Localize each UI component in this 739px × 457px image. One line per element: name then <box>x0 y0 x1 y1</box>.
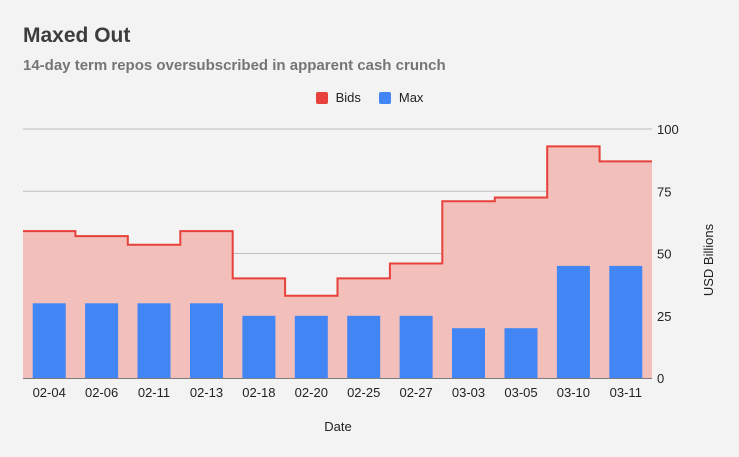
bids-area-fill <box>23 146 652 378</box>
x-tick-label: 03-10 <box>557 385 590 400</box>
y-tick-label: 50 <box>657 247 671 262</box>
chart-title: Maxed Out <box>23 24 131 47</box>
legend-swatch-bids <box>315 91 328 104</box>
bar-max-02-20[interactable] <box>294 315 328 379</box>
y-axis-ticks: 0 25 50 75 100 <box>657 122 679 386</box>
bar-max-02-04[interactable] <box>32 303 66 378</box>
bar-max-02-25[interactable] <box>347 315 381 379</box>
x-tick-label: 02-11 <box>138 385 170 400</box>
x-tick-label: 02-18 <box>242 385 275 400</box>
x-tick-label: 02-20 <box>295 385 328 400</box>
y-tick-label: 0 <box>657 371 664 386</box>
bar-max-02-18[interactable] <box>242 315 276 379</box>
y-tick-label: 25 <box>657 309 671 324</box>
bar-max-03-10[interactable] <box>556 265 590 378</box>
legend-item-max[interactable]: Max <box>378 90 424 105</box>
x-tick-label: 03-05 <box>504 385 537 400</box>
legend-item-bids[interactable]: Bids <box>315 90 361 105</box>
bar-max-02-13[interactable] <box>190 303 223 378</box>
chart-legend: Bids Max <box>0 90 739 105</box>
y-tick-label: 75 <box>657 184 671 199</box>
bar-max-03-03[interactable] <box>452 328 485 378</box>
x-axis-label: Date <box>324 419 351 434</box>
legend-swatch-max <box>378 91 391 104</box>
x-tick-label: 02-06 <box>85 385 118 400</box>
x-tick-label: 02-27 <box>399 385 432 400</box>
legend-label-max: Max <box>398 90 424 105</box>
max-bars <box>32 265 643 379</box>
bar-max-02-27[interactable] <box>399 315 433 379</box>
bids-area <box>23 146 652 378</box>
x-tick-label: 02-25 <box>347 385 380 400</box>
x-tick-label: 03-03 <box>452 385 485 400</box>
x-tick-label: 03-11 <box>610 385 642 400</box>
chart-subtitle: 14-day term repos oversubscribed in appa… <box>23 57 446 74</box>
x-axis-ticks: 02-04 02-06 02-11 02-13 02-18 02-20 02-25 02-27… <box>33 385 642 400</box>
bar-max-03-11[interactable] <box>609 265 643 378</box>
bids-line <box>23 145 652 297</box>
bids-step-line <box>23 145 652 297</box>
y-axis-label: USD Billions <box>701 223 716 296</box>
bar-max-02-11[interactable] <box>137 303 171 378</box>
x-tick-label: 02-04 <box>33 385 66 400</box>
bar-max-02-06[interactable] <box>85 303 119 378</box>
y-tick-label: 100 <box>657 122 679 137</box>
bar-max-03-05[interactable] <box>504 328 538 378</box>
legend-label-bids: Bids <box>335 90 361 105</box>
x-tick-label: 02-13 <box>190 385 223 400</box>
